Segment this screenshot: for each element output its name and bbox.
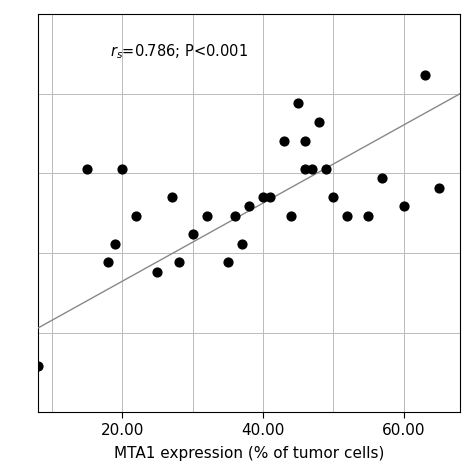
Point xyxy=(344,212,351,219)
Point xyxy=(133,212,140,219)
Point xyxy=(175,259,182,266)
Text: $r_s$=0.786; P<0.001: $r_s$=0.786; P<0.001 xyxy=(109,42,247,61)
Point xyxy=(189,230,196,238)
Point xyxy=(421,71,428,79)
Point xyxy=(104,259,112,266)
Point xyxy=(365,212,372,219)
Point xyxy=(280,137,288,145)
Point xyxy=(301,137,309,145)
Point xyxy=(322,165,330,173)
Point xyxy=(400,202,407,210)
Point xyxy=(203,212,210,219)
Point xyxy=(154,268,161,276)
Point xyxy=(259,193,267,201)
Point xyxy=(245,202,253,210)
Point xyxy=(301,165,309,173)
Point xyxy=(435,184,442,191)
Point xyxy=(379,174,386,182)
X-axis label: MTA1 expression (% of tumor cells): MTA1 expression (% of tumor cells) xyxy=(114,446,384,461)
Point xyxy=(315,118,323,126)
Point xyxy=(231,212,238,219)
Point xyxy=(294,100,302,107)
Point xyxy=(329,193,337,201)
Point xyxy=(83,165,91,173)
Point xyxy=(224,259,231,266)
Point xyxy=(238,240,246,247)
Point xyxy=(266,193,273,201)
Point xyxy=(118,165,126,173)
Point xyxy=(111,240,119,247)
Point xyxy=(168,193,175,201)
Point xyxy=(287,212,295,219)
Point xyxy=(308,165,316,173)
Point xyxy=(34,362,42,369)
